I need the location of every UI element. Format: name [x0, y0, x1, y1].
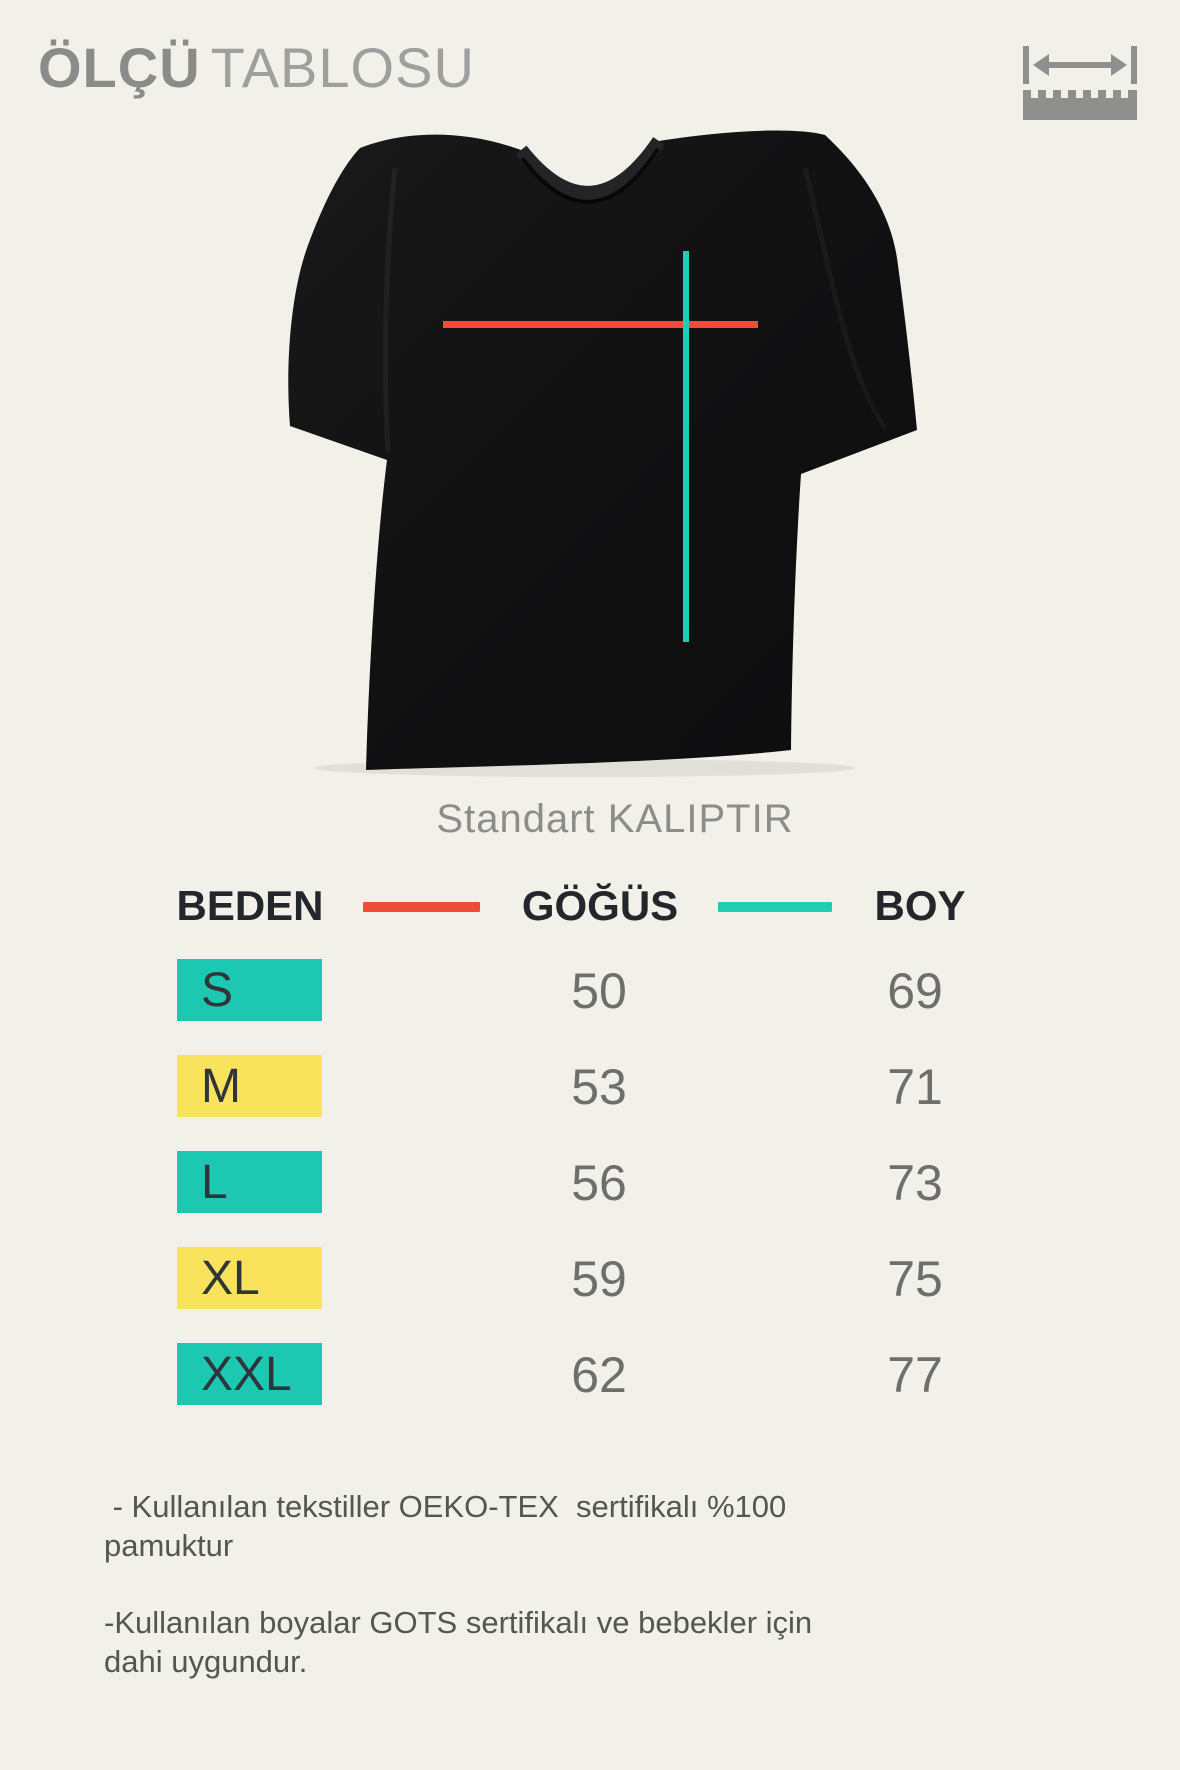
page-title-bold: ÖLÇÜ	[38, 36, 201, 99]
size-badge: XL	[177, 1247, 322, 1309]
size-table-header: BEDEN GÖĞÜS BOY	[0, 880, 1180, 932]
size-badge: M	[177, 1055, 322, 1117]
table-row: XXL 62 77	[0, 1343, 1180, 1405]
chest-value: 59	[571, 1251, 627, 1307]
chest-value: 56	[571, 1155, 627, 1211]
size-badge: XXL	[177, 1343, 322, 1405]
size-table-body: S 50 69 M 53 71 L 56 73 XL 59 75 XXL 62 …	[0, 959, 1180, 1409]
length-line-legend-swatch	[718, 902, 832, 912]
size-badge: S	[177, 959, 322, 1021]
chest-value: 53	[571, 1059, 627, 1115]
ruler-measure-icon	[1023, 46, 1137, 120]
length-value: 77	[887, 1347, 943, 1403]
column-header-chest: GÖĞÜS	[521, 882, 679, 929]
column-header-size: BEDEN	[176, 882, 324, 929]
chest-line-legend-swatch	[363, 902, 480, 912]
shirt-crease	[802, 167, 888, 430]
shirt-collar	[515, 137, 665, 200]
note-gots: -Kullanılan boyalar GOTS sertifikalı ve …	[104, 1605, 813, 1679]
length-value: 69	[887, 963, 943, 1019]
column-header-length: BOY	[874, 882, 966, 929]
shirt-caption: Standart KALIPTIR	[436, 797, 794, 841]
size-badge: L	[177, 1151, 322, 1213]
shirt-collar-shadow	[520, 147, 660, 204]
length-value: 71	[887, 1059, 943, 1115]
page-title: ÖLÇÜ TABLOSU	[38, 38, 475, 98]
chest-value: 50	[571, 963, 627, 1019]
chest-value: 62	[571, 1347, 627, 1403]
table-row: S 50 69	[0, 959, 1180, 1021]
chest-measure-line	[443, 321, 758, 328]
shirt-body	[288, 130, 917, 770]
shirt-crease	[382, 167, 398, 454]
tshirt-image	[245, 108, 935, 778]
table-row: M 53 71	[0, 1055, 1180, 1117]
length-value: 75	[887, 1251, 943, 1307]
table-row: XL 59 75	[0, 1247, 1180, 1309]
length-measure-line	[683, 251, 689, 642]
note-oeko-tex: - Kullanılan tekstiller OEKO-TEX sertifi…	[104, 1489, 787, 1563]
table-row: L 56 73	[0, 1151, 1180, 1213]
length-value: 73	[887, 1155, 943, 1211]
page-title-light: TABLOSU	[210, 36, 475, 99]
